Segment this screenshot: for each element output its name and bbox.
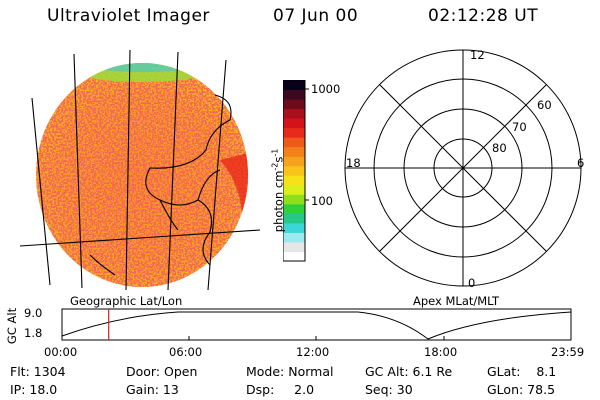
flight-info: Flt: 1304 <box>10 364 66 379</box>
alt-ylabel: GC Alt <box>5 307 20 345</box>
colorbar-cell <box>283 89 305 100</box>
mlt-12-label: 12 <box>470 48 485 62</box>
polar-plot <box>344 49 582 287</box>
colorbar-cell <box>283 203 305 214</box>
ip-info: IP: 18.0 <box>10 382 58 397</box>
door-info: Door: Open <box>126 364 198 379</box>
colorbar-cell <box>283 80 305 91</box>
colorbar-cell <box>283 99 305 110</box>
mode-info: Mode: Normal <box>246 364 334 379</box>
mlt-18-label: 18 <box>346 156 361 170</box>
colorbar-cell <box>283 251 305 262</box>
colorbar-cell <box>283 165 305 176</box>
colorbar-cell <box>283 184 305 195</box>
gcalt-info: GC Alt: 6.1 Re <box>365 364 453 379</box>
alt-xtick-2: 12:00 <box>296 345 330 359</box>
colorbar-cell <box>283 108 305 119</box>
dsp-info: Dsp: 2.0 <box>246 382 315 397</box>
lat-80-label: 80 <box>492 141 507 155</box>
alt-y-bottom: 1.8 <box>24 326 43 340</box>
aurora-image <box>20 50 260 290</box>
mlt-6-label: 6 <box>577 156 585 170</box>
colorbar-cell <box>283 222 305 233</box>
alt-xtick-0: 00:00 <box>44 345 78 359</box>
colorbar-cell <box>283 146 305 157</box>
colorbar-cell <box>283 194 305 205</box>
altitude-plot <box>61 308 572 341</box>
colorbar-cell <box>283 137 305 148</box>
colorbar-cell <box>283 175 305 186</box>
colorbar-label: photon cm-2s-1 <box>270 148 286 233</box>
colorbar-cell <box>283 232 305 243</box>
date-label: 07 Jun 00 <box>273 6 359 26</box>
gain-info: Gain: 13 <box>126 382 179 397</box>
colorbar-cell <box>283 156 305 167</box>
alt-y-top: 9.0 <box>24 306 43 320</box>
colorbar <box>283 80 309 262</box>
colorbar-cell <box>283 213 305 224</box>
alt-xtick-3: 18:00 <box>424 345 458 359</box>
colorbar-cell <box>283 127 305 138</box>
colorbar-tick-100: 100 <box>311 194 333 208</box>
lat-70-label: 70 <box>512 120 527 134</box>
instrument-title: Ultraviolet Imager <box>47 6 210 26</box>
glat-info: GLat: 8.1 <box>487 364 557 379</box>
alt-xtick-4: 23:59 <box>551 345 585 359</box>
glon-info: GLon: 78.5 <box>487 382 556 397</box>
mlt-0-label: 0 <box>468 276 476 290</box>
apex-label: Apex MLat/MLT <box>413 294 500 308</box>
colorbar-tick-1000: 1000 <box>311 82 341 96</box>
geographic-label: Geographic Lat/Lon <box>70 294 183 308</box>
colorbar-cell <box>283 118 305 129</box>
seq-info: Seq: 30 <box>365 382 413 397</box>
alt-xtick-1: 06:00 <box>169 345 203 359</box>
time-label: 02:12:28 UT <box>428 6 539 26</box>
lat-60-label: 60 <box>537 98 552 112</box>
colorbar-cell <box>283 241 305 252</box>
